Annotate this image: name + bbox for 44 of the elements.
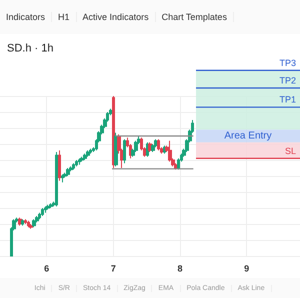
candlestick: [78, 158, 81, 166]
text: Indicators: [0, 12, 52, 22]
candlestick: [24, 218, 27, 224]
candlestick: [49, 202, 53, 208]
candlestick: [83, 153, 87, 160]
candlestick: [66, 168, 70, 176]
candlestick: [29, 224, 33, 230]
candlestick: [123, 138, 126, 164]
x-tick-label: 6: [44, 264, 50, 274]
text: Active Indicators: [76, 12, 156, 22]
candlestick: [27, 220, 30, 228]
candlestick: [55, 152, 58, 207]
x-tick-label: 9: [244, 264, 250, 274]
candlestick: [86, 150, 90, 158]
candlestick: [72, 162, 75, 170]
band-label: Area Entry: [224, 130, 272, 142]
ref-line-label: TP3: [279, 58, 296, 68]
ref-line-label: TP2: [279, 76, 296, 86]
candlestick: [32, 218, 36, 228]
candlestick: [58, 150, 61, 182]
candlestick: [69, 166, 73, 172]
candlestick: [38, 212, 41, 220]
x-tick-label: 7: [110, 264, 116, 274]
candlestick: [18, 217, 22, 226]
x-tick-label: 8: [177, 264, 183, 274]
candlestick: [46, 204, 50, 210]
text: H1: [52, 12, 77, 22]
candlestick: [21, 218, 24, 226]
candlestick: [177, 158, 180, 170]
candlestick: [174, 162, 177, 170]
candlestick: [75, 160, 78, 167]
candlestick: [35, 216, 39, 223]
candlestick: [44, 206, 47, 214]
ref-line-label: TP1: [279, 94, 296, 105]
candlestick: [61, 174, 64, 183]
candlestick: [80, 156, 84, 162]
candlestick: [157, 138, 160, 151]
text: Chart Templates: [156, 12, 234, 22]
candlestick: [89, 148, 92, 154]
chart-title: SD.h · 1h: [7, 42, 54, 54]
candlestick: [41, 208, 44, 216]
ref-line-label: SL: [284, 146, 296, 156]
candlestick: [63, 172, 67, 178]
candlestick: [168, 140, 172, 162]
